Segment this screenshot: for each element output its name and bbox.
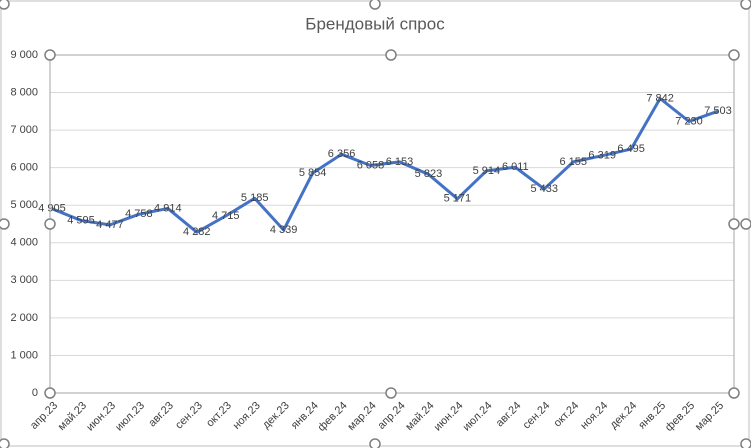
data-label: 4 282 bbox=[183, 226, 211, 238]
data-label: 7 842 bbox=[646, 92, 674, 104]
y-tick-label: 6 000 bbox=[10, 162, 38, 174]
y-tick-label: 1 000 bbox=[10, 349, 38, 361]
data-label: 6 319 bbox=[588, 150, 616, 162]
y-tick-label: 8 000 bbox=[10, 86, 38, 98]
data-label: 4 477 bbox=[96, 219, 124, 231]
y-tick-label: 9 000 bbox=[10, 49, 38, 61]
data-label: 6 495 bbox=[617, 143, 645, 155]
y-tick-label: 4 000 bbox=[10, 237, 38, 249]
data-label: 6 011 bbox=[502, 161, 529, 173]
data-label: 4 595 bbox=[67, 214, 95, 226]
data-label: 5 171 bbox=[444, 193, 472, 205]
data-label: 4 339 bbox=[270, 224, 298, 236]
data-label: 4 758 bbox=[125, 208, 153, 220]
data-label: 5 854 bbox=[299, 167, 327, 179]
y-tick-label: 0 bbox=[32, 387, 38, 399]
y-tick-label: 5 000 bbox=[10, 199, 38, 211]
data-label: 4 905 bbox=[38, 203, 66, 215]
y-tick-label: 3 000 bbox=[10, 274, 38, 286]
data-label: 5 914 bbox=[473, 165, 501, 177]
data-label: 7 503 bbox=[704, 105, 732, 117]
data-label: 7 230 bbox=[675, 115, 703, 127]
data-label: 5 185 bbox=[241, 192, 269, 204]
data-label: 4 715 bbox=[212, 210, 240, 222]
data-line bbox=[51, 96, 719, 234]
data-label: 6 155 bbox=[559, 156, 587, 168]
data-label: 5 433 bbox=[530, 183, 558, 195]
chart-title: Брендовый спрос bbox=[305, 14, 445, 33]
y-tick-label: 7 000 bbox=[10, 124, 38, 136]
data-label: 6 058 bbox=[357, 159, 385, 171]
data-label: 6 153 bbox=[386, 156, 414, 168]
data-label: 5 823 bbox=[415, 168, 443, 180]
y-tick-label: 2 000 bbox=[10, 312, 38, 324]
data-label: 6 356 bbox=[328, 148, 356, 160]
data-label: 4 914 bbox=[154, 202, 182, 214]
